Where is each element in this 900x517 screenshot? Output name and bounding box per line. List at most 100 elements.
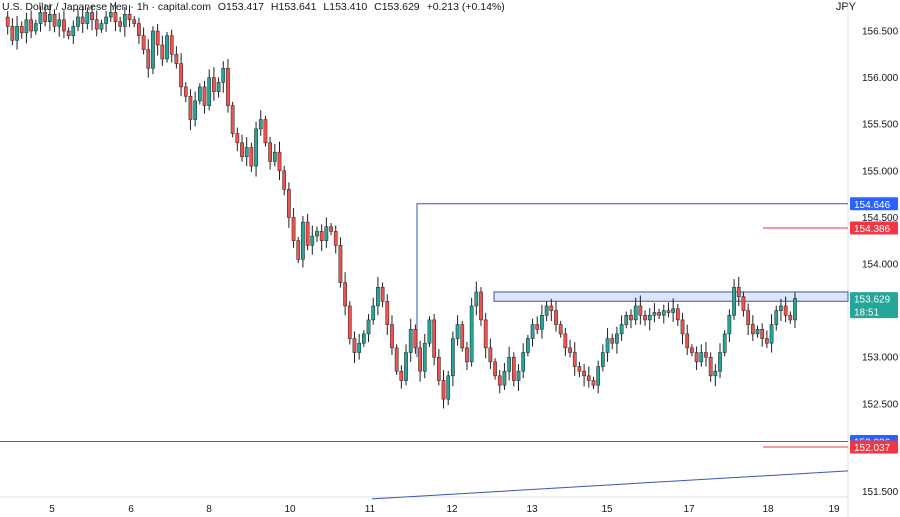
candle-body	[788, 315, 793, 321]
candle	[783, 296, 788, 323]
candle	[90, 5, 94, 31]
candle-body	[62, 19, 66, 32]
candle-body	[371, 305, 376, 321]
candle-body	[455, 324, 460, 339]
x-tick-label: 19	[828, 504, 840, 515]
candle-body	[605, 338, 610, 353]
candle	[287, 182, 291, 228]
candle	[385, 294, 390, 336]
candle-body	[310, 235, 315, 246]
candle-body	[750, 324, 755, 335]
candle	[521, 343, 526, 379]
candle	[765, 330, 769, 349]
high-value: H153.641	[270, 1, 317, 13]
candle-body	[319, 231, 324, 241]
candle	[66, 27, 71, 40]
x-axis: 5 6 8 10 11 12 13 15 17 18 19	[49, 504, 840, 515]
candle	[507, 346, 511, 381]
candle	[441, 370, 446, 409]
candle	[755, 325, 760, 338]
candle-body	[122, 13, 127, 27]
y-tick-label: 155.500	[862, 120, 899, 131]
candle-body	[694, 352, 699, 363]
candle-body	[179, 63, 183, 88]
candle	[479, 287, 483, 326]
candle	[127, 4, 132, 27]
candle	[71, 20, 76, 44]
candle-body	[268, 142, 272, 162]
candle-body	[352, 338, 357, 353]
candle-body	[244, 147, 249, 158]
y-tick-label: 156.500	[862, 27, 899, 38]
candle	[694, 346, 699, 371]
candle-body	[333, 231, 338, 246]
candle	[324, 217, 329, 248]
candle	[511, 352, 516, 387]
candle	[333, 225, 338, 254]
candle	[451, 331, 455, 387]
candle	[244, 137, 249, 167]
candle	[202, 80, 207, 114]
candle-body	[591, 380, 596, 386]
candle-body	[624, 315, 629, 325]
candle-body	[272, 151, 277, 162]
candle	[469, 297, 474, 367]
candle	[141, 27, 146, 55]
candle	[788, 311, 793, 324]
candle-body	[671, 308, 676, 313]
candle	[291, 208, 296, 248]
candle	[680, 312, 685, 345]
candle	[732, 279, 736, 321]
candle-body	[132, 19, 137, 24]
candle	[376, 276, 380, 316]
candle	[502, 362, 507, 391]
candle-body	[15, 26, 19, 41]
candle-body	[183, 86, 188, 97]
candle	[57, 12, 62, 37]
candle-body	[586, 375, 591, 381]
candle-body	[376, 287, 380, 307]
candle	[188, 89, 193, 130]
candle	[422, 333, 427, 379]
candle	[605, 328, 610, 362]
candle-body	[263, 119, 268, 144]
candle-body	[469, 305, 474, 363]
candle-body	[33, 23, 38, 32]
candle-body	[507, 356, 511, 372]
x-tick-label: 13	[526, 504, 538, 515]
candle	[685, 324, 690, 355]
candle	[708, 352, 713, 382]
candle-body	[197, 86, 202, 102]
candle-body	[258, 119, 263, 130]
candle-body	[727, 315, 732, 335]
candle-body	[685, 333, 690, 349]
candle-body	[85, 12, 90, 24]
candle	[230, 101, 235, 138]
candle	[455, 315, 460, 346]
candle	[661, 304, 666, 324]
candle-body	[619, 324, 624, 335]
price-tag-value: 154.646	[854, 200, 891, 211]
candle-body	[722, 333, 727, 353]
candle	[657, 308, 661, 319]
candle-body	[732, 287, 736, 316]
candle	[137, 17, 141, 44]
candle-body	[127, 13, 132, 21]
candle-body	[540, 315, 544, 330]
candle-body	[249, 147, 254, 167]
candle	[174, 46, 179, 69]
candle-body	[324, 226, 329, 241]
candle-body	[287, 189, 291, 218]
currency-label: JPY	[835, 1, 856, 13]
candle	[357, 333, 362, 360]
candle	[268, 136, 272, 170]
candle-body	[113, 12, 118, 22]
candle	[19, 21, 24, 39]
candle	[10, 18, 15, 46]
candle	[722, 330, 727, 357]
candle	[366, 313, 371, 343]
candle	[736, 276, 741, 306]
candle-body	[207, 77, 212, 106]
candle-body	[615, 333, 619, 344]
